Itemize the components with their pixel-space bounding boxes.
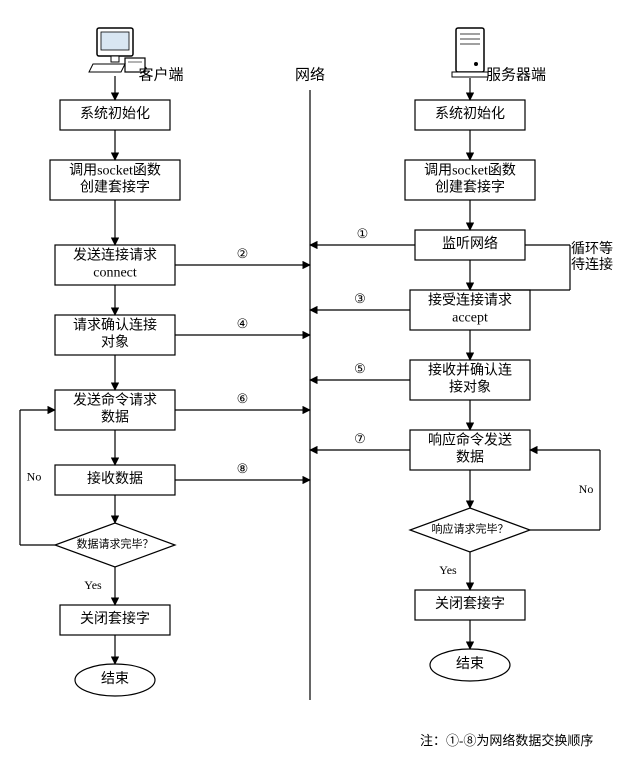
exchange-num: ⑧ bbox=[237, 461, 249, 476]
network-title: 网络 bbox=[295, 66, 325, 83]
node-text-c7: 数据请求完毕？ bbox=[77, 537, 154, 551]
exchange-num: ⑦ bbox=[354, 431, 366, 446]
node-text-c4: 对象 bbox=[101, 335, 129, 351]
node-text-s3: 监听网络 bbox=[442, 236, 498, 252]
node-text-s2: 调用socket函数 bbox=[424, 163, 516, 179]
node-text-c2: 创建套接字 bbox=[80, 179, 150, 196]
node-text-s6: 数据 bbox=[456, 450, 484, 466]
node-text-s5: 接对象 bbox=[449, 379, 491, 396]
node-text-s2: 创建套接字 bbox=[435, 179, 505, 196]
footnote: 注：①-⑧为网络数据交换顺序 bbox=[420, 733, 593, 748]
no-label: No bbox=[579, 482, 594, 496]
client-icon bbox=[89, 28, 145, 72]
exchange-num: ⑥ bbox=[237, 391, 249, 406]
node-text-s8: 关闭套接字 bbox=[435, 595, 505, 612]
node-text-c4: 请求确认连接 bbox=[73, 317, 157, 334]
node-text-s5: 接收并确认连 bbox=[428, 362, 512, 379]
node-text-c3: connect bbox=[93, 266, 137, 281]
loop-label: 循环等 bbox=[571, 240, 613, 257]
vlink-label: Yes bbox=[84, 578, 102, 592]
node-text-c6: 接收数据 bbox=[87, 470, 143, 487]
node-text-s4: accept bbox=[452, 311, 488, 326]
client-title: 客户端 bbox=[138, 66, 183, 83]
exchange-num: ② bbox=[237, 246, 249, 261]
vlink-label: Yes bbox=[439, 563, 457, 577]
exchange-num: ① bbox=[357, 226, 369, 241]
server-title: 服务器端 bbox=[486, 66, 546, 83]
loop-label: 待连接 bbox=[571, 256, 613, 273]
node-text-s7: 响应请求完毕？ bbox=[432, 522, 509, 536]
node-text-s4: 接受连接请求 bbox=[428, 292, 512, 309]
node-text-c2: 调用socket函数 bbox=[69, 163, 161, 179]
exchange-num: ④ bbox=[237, 316, 249, 331]
node-text-s1: 系统初始化 bbox=[435, 105, 505, 122]
node-text-s9: 结束 bbox=[456, 656, 484, 672]
node-text-c9: 结束 bbox=[101, 671, 129, 687]
node-text-c3: 发送连接请求 bbox=[73, 247, 157, 264]
node-text-s6: 响应命令发送 bbox=[428, 432, 512, 449]
server-icon bbox=[452, 28, 488, 77]
node-text-c5: 数据 bbox=[101, 410, 129, 426]
exchange-num: ③ bbox=[354, 291, 366, 306]
exchange-num: ⑤ bbox=[354, 361, 366, 376]
node-text-c8: 关闭套接字 bbox=[80, 610, 150, 627]
node-text-c5: 发送命令请求 bbox=[73, 392, 157, 409]
no-label: No bbox=[27, 469, 42, 483]
node-text-c1: 系统初始化 bbox=[80, 105, 150, 122]
